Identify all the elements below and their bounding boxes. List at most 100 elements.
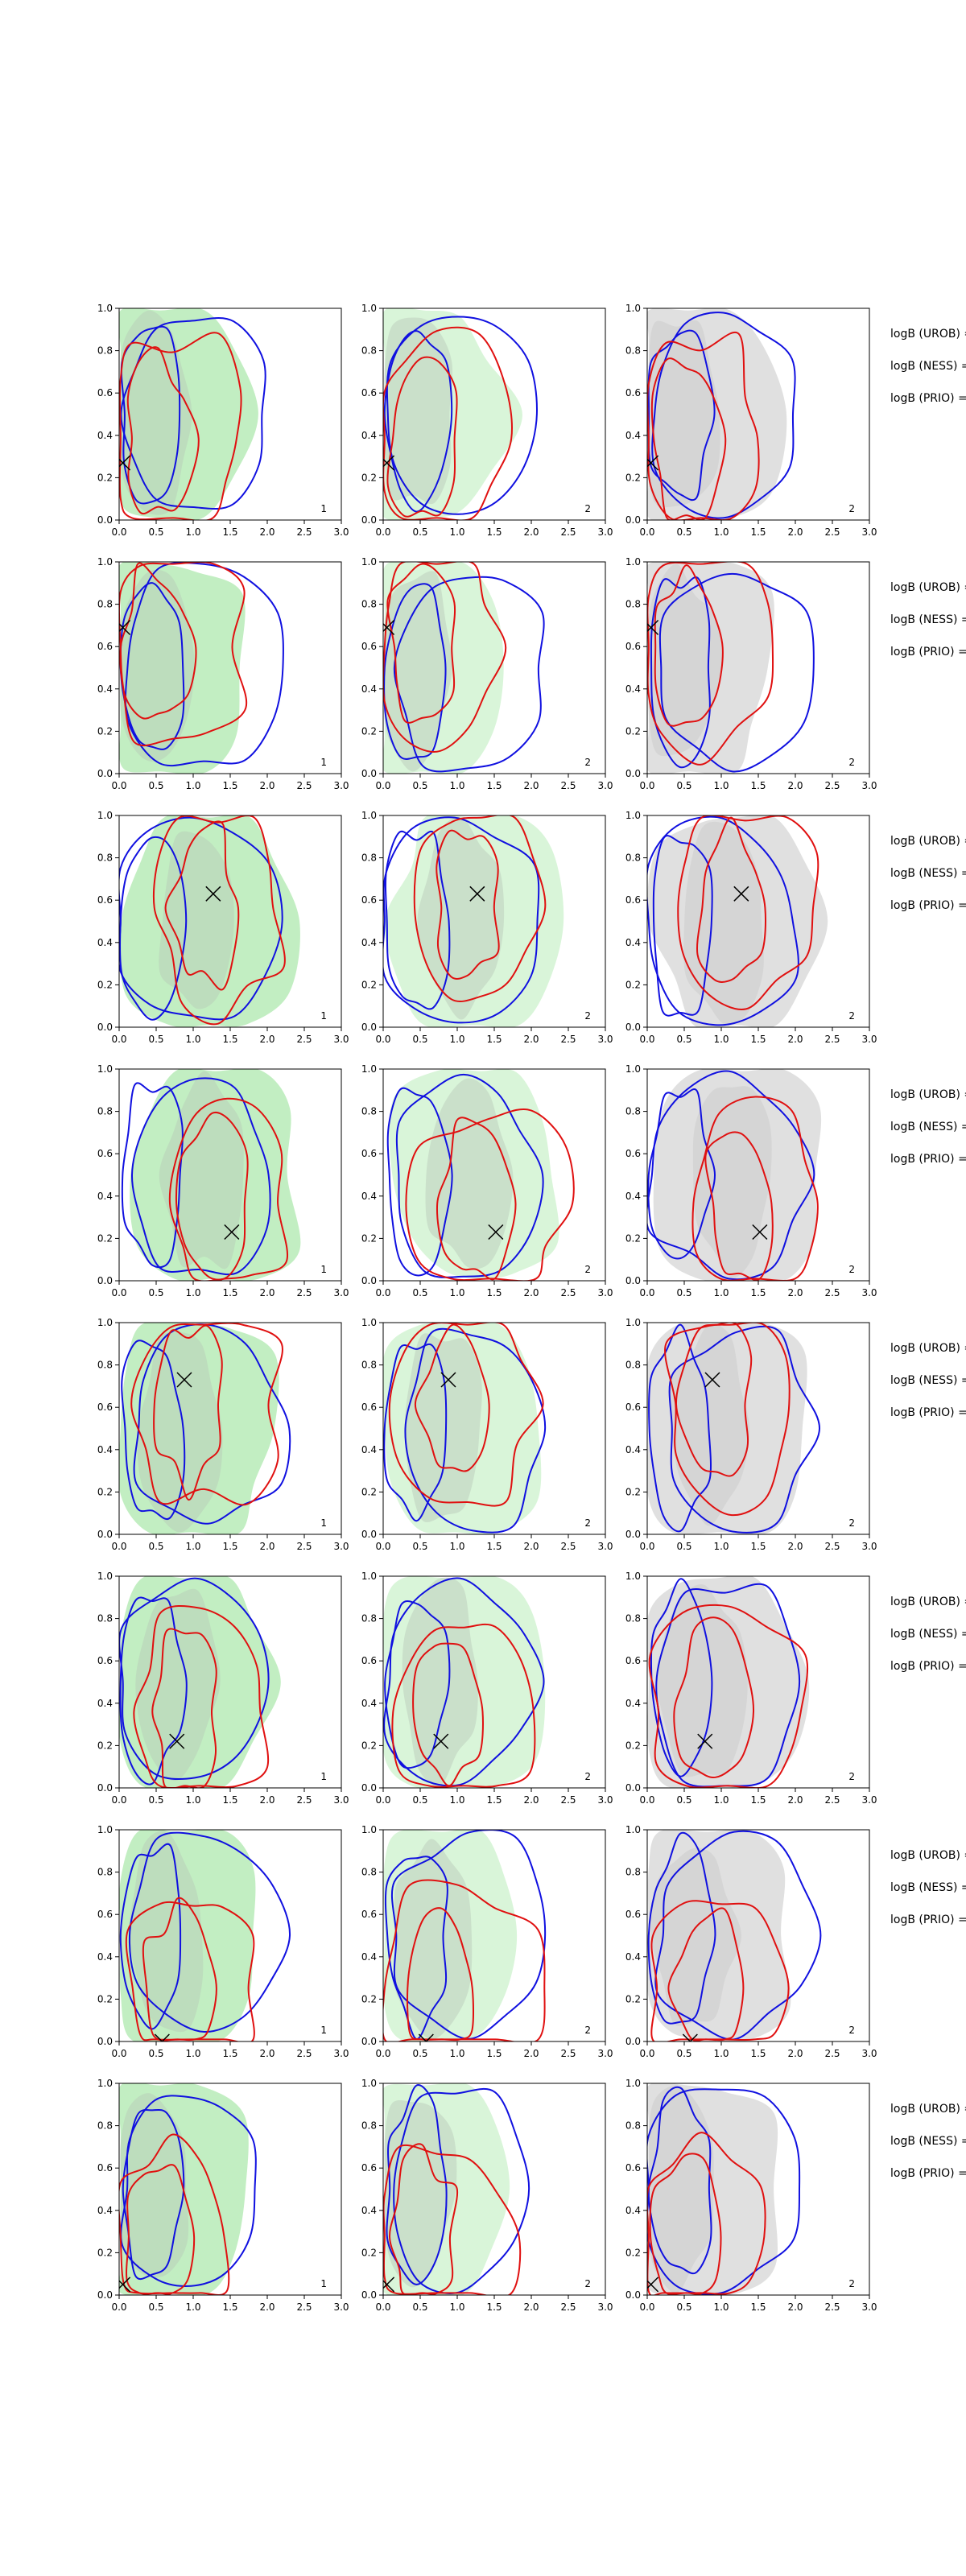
y-tick-label: 0.8: [361, 852, 377, 864]
x-tick-label: 2.5: [296, 2048, 312, 2059]
panel-r8-c3: 0.0 0.5 1.0 1.5 2.0 2.5 3.0 0.0 0.2 0.4 0.6 0.8 1.0 2: [625, 2078, 877, 2313]
red-contour-inner: [673, 1616, 755, 1779]
blue-contour-outer: [120, 2095, 257, 2287]
y-tick-label: 0.0: [361, 1782, 377, 1794]
y-tick-label: 0.4: [97, 683, 113, 695]
x-tick-label: 0.0: [111, 1034, 126, 1045]
y-tick-label: 1.0: [361, 556, 377, 568]
x-tick-label: 0.5: [676, 1541, 691, 1552]
shaded-region: [119, 308, 258, 520]
true-value-marker: [469, 886, 485, 902]
x-tick-label: 3.0: [333, 1794, 349, 1806]
y-tick-label: 0.6: [97, 1402, 113, 1413]
red-contour-outer: [691, 1096, 819, 1281]
y-tick-label: 0.0: [97, 514, 113, 526]
panel-tag: 2: [848, 1010, 855, 1022]
panel-r8-c1: 0.0 0.5 1.0 1.5 2.0 2.5 3.0 0.0 0.2 0.4 0.6 0.8 1.0 1: [97, 2078, 349, 2313]
y-tick-label: 0.6: [625, 1148, 641, 1159]
x-tick-label: 0.0: [111, 1287, 126, 1298]
x-tick-label: 3.0: [861, 1794, 877, 1806]
panel-r8-c2: 0.0 0.5 1.0 1.5 2.0 2.5 3.0 0.0 0.2 0.4 0.6 0.8 1.0 2: [361, 2078, 613, 2313]
true-value-marker: [119, 455, 131, 471]
x-tick-label: 0.0: [639, 1794, 654, 1806]
shaded-region: [389, 1069, 559, 1279]
x-tick-label: 0.5: [412, 1794, 427, 1806]
panel-r1-c1: 0.0 0.5 1.0 1.5 2.0 2.5 3.0 0.0 0.2 0.4 0.6 0.8 1.0 1: [97, 303, 349, 538]
y-tick-label: 0.8: [625, 1867, 641, 1878]
y-tick-label: 0.4: [625, 937, 641, 948]
red-contour-outer: [119, 332, 242, 520]
red-contour-outer: [391, 1623, 536, 1788]
y-tick-label: 0.0: [625, 1275, 641, 1286]
y-tick-label: 0.2: [97, 1740, 113, 1751]
y-tick-label: 0.4: [625, 1191, 641, 1202]
panel-tag: 1: [320, 757, 327, 768]
y-tick-label: 1.0: [97, 1824, 113, 1835]
panel-tag: 1: [320, 1517, 327, 1529]
blue-contour-outer: [383, 1577, 545, 1787]
y-tick-label: 0.2: [361, 2247, 377, 2258]
y-tick-label: 0.2: [361, 1486, 377, 1497]
blue-contour-outer: [655, 1583, 801, 1788]
figure-row-1: 0.0 0.5 1.0 1.5 2.0 2.5 3.0 0.0 0.2 0.4 0.6 0.8 1.0 1…: [97, 303, 966, 538]
logb-side-label: logB (NESS) =: [890, 1121, 966, 1133]
x-tick-label: 0.5: [412, 2301, 427, 2313]
shaded-core-region: [402, 1577, 478, 1787]
x-tick-label: 2.0: [523, 526, 539, 538]
x-tick-label: 2.5: [560, 780, 576, 791]
x-tick-label: 2.0: [259, 526, 275, 538]
y-tick-label: 1.0: [97, 2078, 113, 2089]
x-tick-label: 2.5: [296, 1794, 312, 1806]
red-contour-outer: [383, 562, 507, 753]
shaded-region: [647, 2083, 778, 2295]
red-contour-outer: [405, 1108, 575, 1281]
x-tick-label: 1.5: [222, 1541, 237, 1552]
x-tick-label: 0.0: [375, 526, 390, 538]
y-tick-label: 0.6: [625, 894, 641, 906]
x-tick-label: 3.0: [333, 2301, 349, 2313]
y-tick-label: 0.2: [625, 979, 641, 990]
x-tick-label: 3.0: [597, 2048, 613, 2059]
y-tick-label: 1.0: [361, 1063, 377, 1075]
x-tick-label: 2.0: [523, 1287, 539, 1298]
true-value-marker: [119, 619, 131, 636]
y-tick-label: 0.4: [97, 937, 113, 948]
red-contour-inner: [414, 1323, 490, 1472]
true-value-marker: [682, 2033, 698, 2041]
blue-contour-outer: [120, 317, 266, 510]
red-contour-outer: [125, 1901, 255, 2041]
y-tick-label: 0.8: [97, 1867, 113, 1878]
x-tick-label: 1.5: [222, 1287, 237, 1298]
x-tick-label: 1.5: [222, 2048, 237, 2059]
red-contour-inner: [164, 820, 240, 991]
y-tick-label: 0.0: [97, 1529, 113, 1540]
panel-tag: 2: [848, 2278, 855, 2289]
x-tick-label: 2.0: [787, 2048, 803, 2059]
x-tick-label: 3.0: [597, 1794, 613, 1806]
y-tick-label: 0.2: [97, 979, 113, 990]
y-tick-label: 0.0: [625, 768, 641, 779]
red-contour-outer: [664, 1323, 791, 1517]
y-tick-label: 0.8: [97, 1360, 113, 1371]
y-tick-label: 0.8: [361, 1867, 377, 1878]
red-contour-outer: [383, 2144, 522, 2295]
x-tick-label: 2.0: [787, 2301, 803, 2313]
y-tick-label: 0.8: [625, 345, 641, 357]
x-tick-label: 2.5: [560, 1541, 576, 1552]
x-tick-label: 2.5: [824, 1541, 840, 1552]
y-tick-label: 0.8: [625, 1613, 641, 1624]
red-contour-inner: [436, 829, 500, 980]
x-tick-label: 1.5: [222, 780, 237, 791]
panel-r5-c1: 0.0 0.5 1.0 1.5 2.0 2.5 3.0 0.0 0.2 0.4 0.6 0.8 1.0 1: [97, 1317, 349, 1552]
y-tick-label: 1.0: [625, 1317, 641, 1328]
panel-r7-c3: 0.0 0.5 1.0 1.5 2.0 2.5 3.0 0.0 0.2 0.4 0.6 0.8 1.0 2: [625, 1824, 877, 2059]
x-tick-label: 2.5: [824, 780, 840, 791]
y-tick-label: 1.0: [361, 810, 377, 821]
figure-row-5: 0.0 0.5 1.0 1.5 2.0 2.5 3.0 0.0 0.2 0.4 0.6 0.8 1.0 1…: [97, 1317, 966, 1552]
x-tick-label: 1.0: [185, 1794, 200, 1806]
x-tick-label: 1.0: [713, 526, 729, 538]
x-tick-label: 0.0: [639, 2301, 654, 2313]
y-tick-label: 1.0: [361, 1824, 377, 1835]
x-tick-label: 0.5: [412, 1287, 427, 1298]
panel-r4-c1: 0.0 0.5 1.0 1.5 2.0 2.5 3.0 0.0 0.2 0.4 0.6 0.8 1.0 1: [97, 1063, 349, 1298]
